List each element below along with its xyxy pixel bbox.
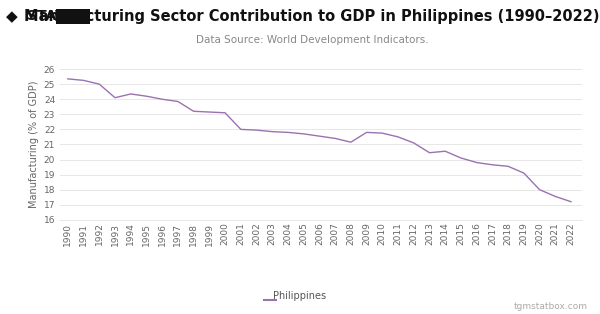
Text: Manufacturing Sector Contribution to GDP in Philippines (1990–2022): Manufacturing Sector Contribution to GDP…	[24, 9, 600, 24]
Text: Philippines: Philippines	[274, 291, 326, 301]
Y-axis label: Manufacturing (% of GDP): Manufacturing (% of GDP)	[29, 81, 40, 208]
Text: BOX: BOX	[57, 9, 90, 24]
Text: tgmstatbox.com: tgmstatbox.com	[514, 302, 588, 311]
Text: ◆: ◆	[6, 9, 18, 24]
Text: Data Source: World Development Indicators.: Data Source: World Development Indicator…	[196, 35, 428, 45]
Text: STAT: STAT	[27, 9, 65, 24]
